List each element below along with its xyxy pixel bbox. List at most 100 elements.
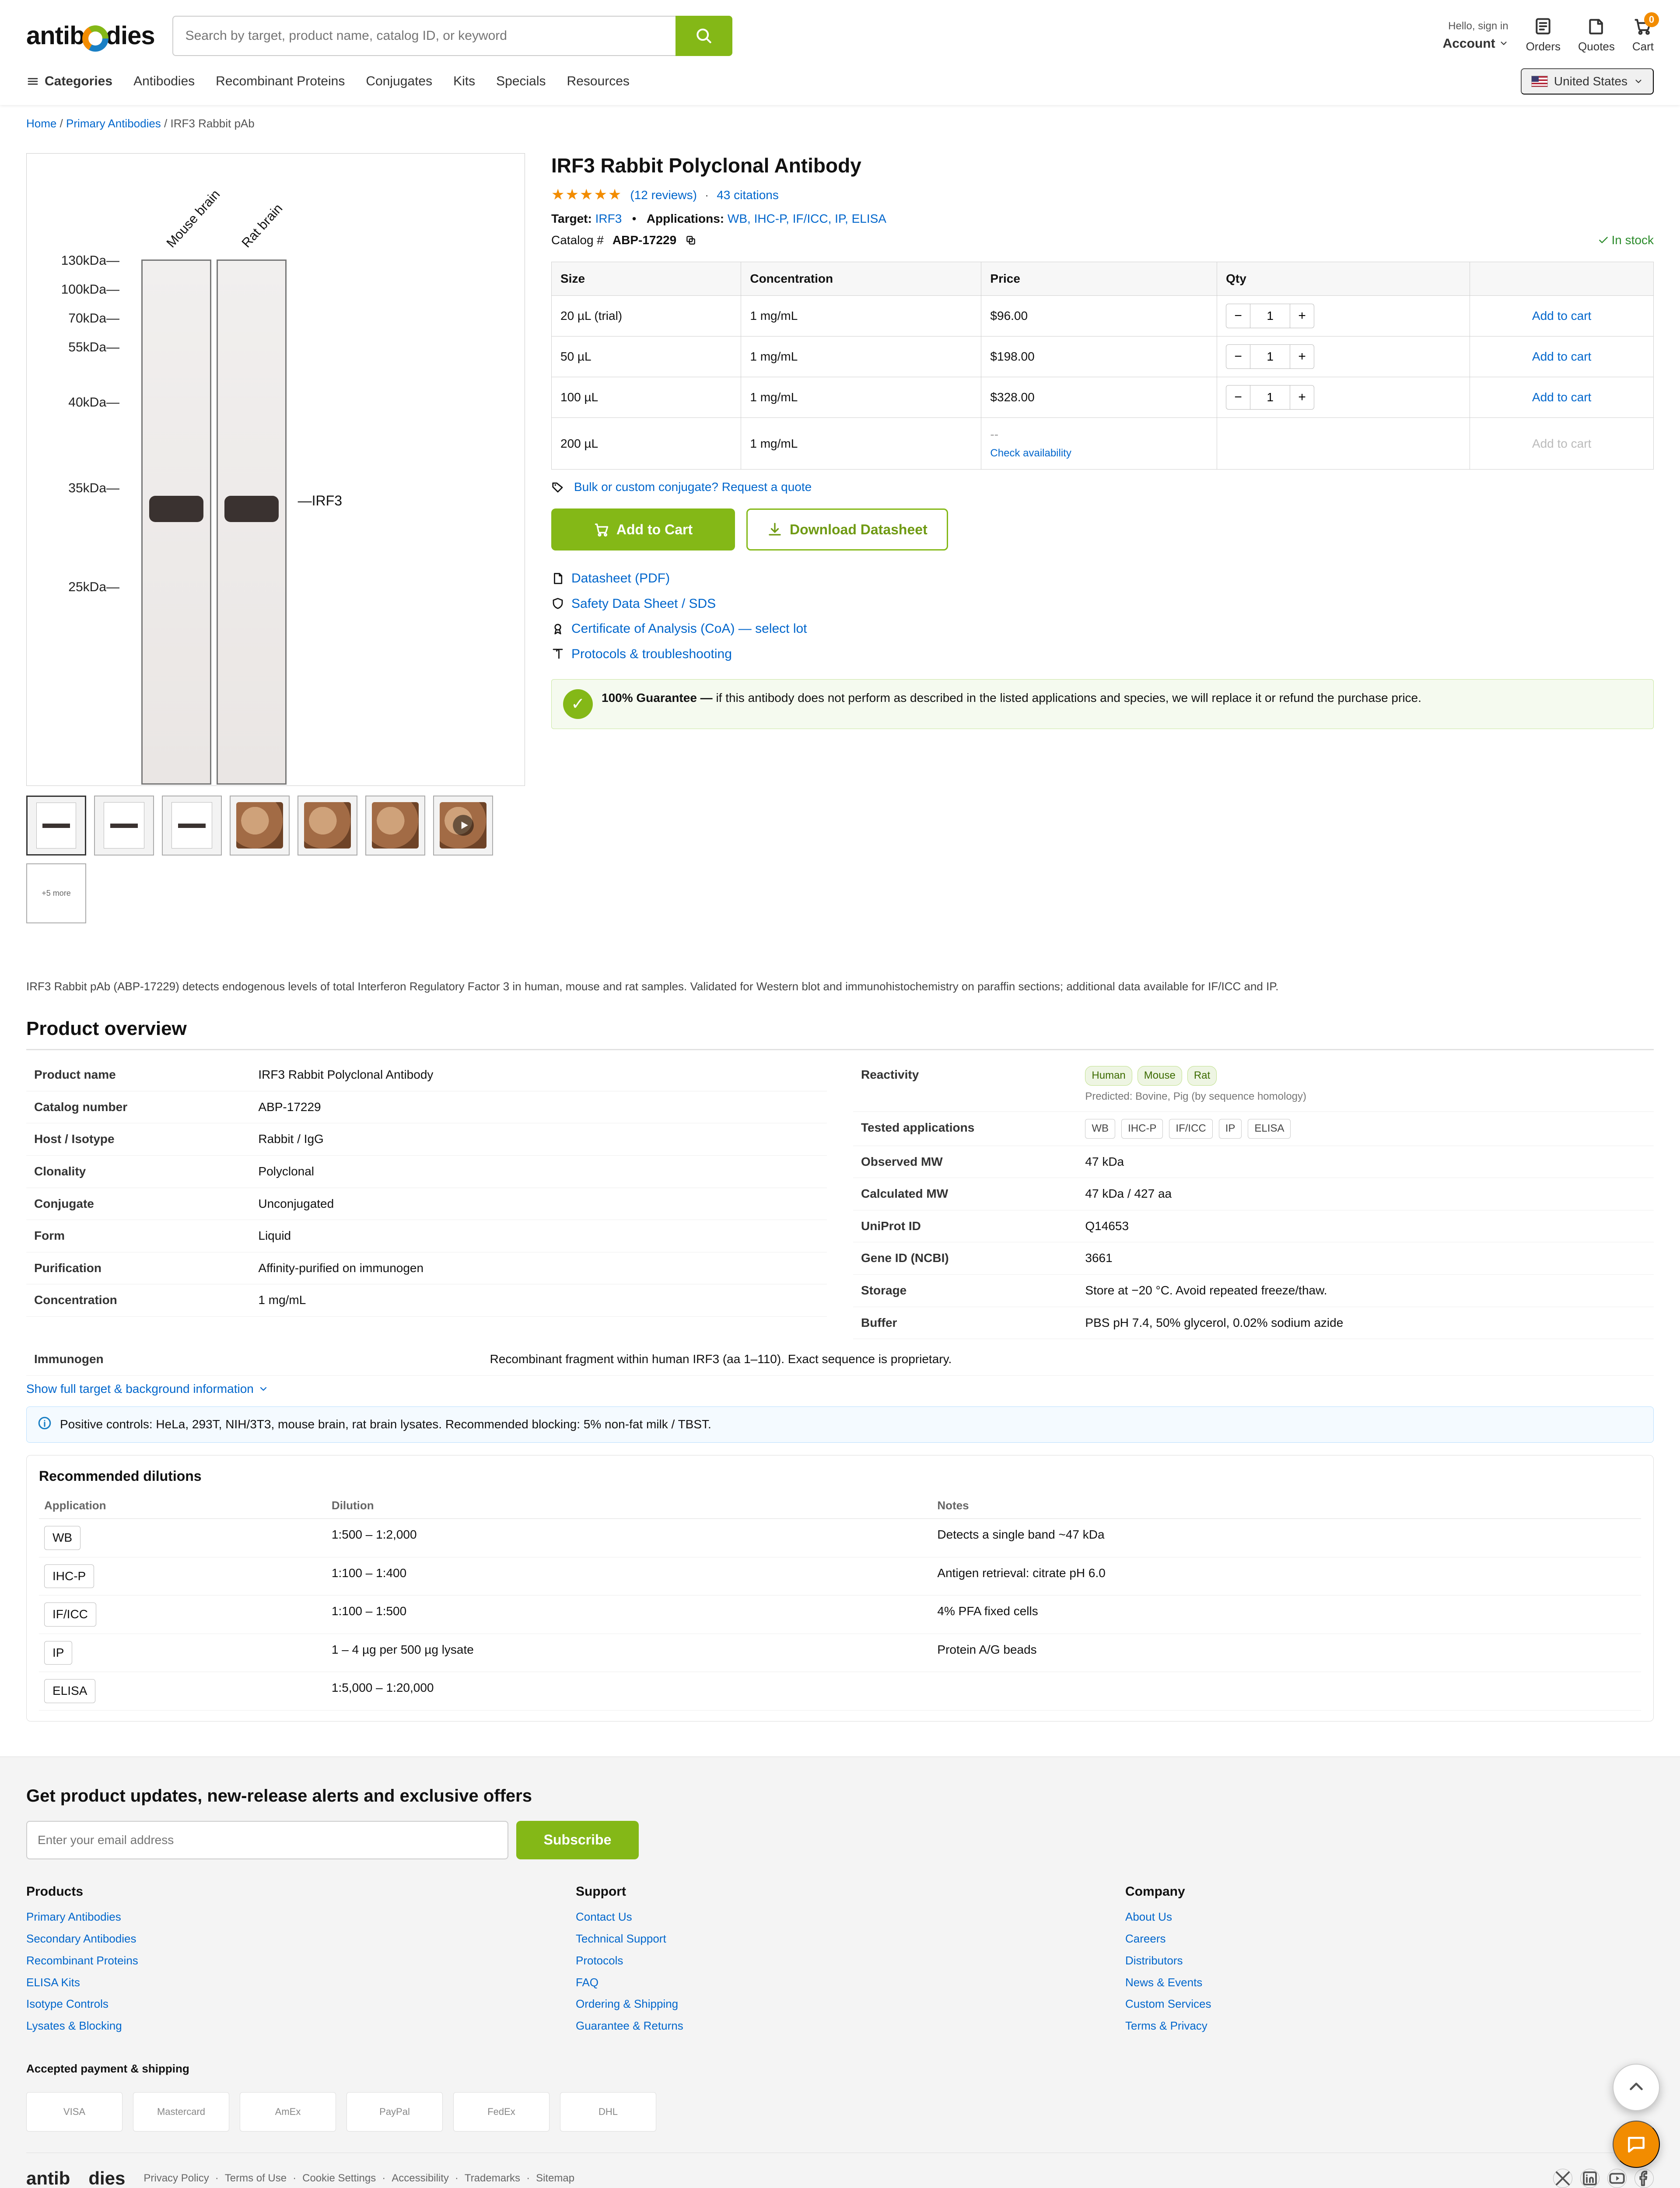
cart-link[interactable]: Cart 0	[1632, 17, 1654, 55]
doc-coa[interactable]: Certificate of Analysis (CoA) — select l…	[571, 619, 807, 638]
thumb-3[interactable]	[162, 796, 222, 856]
qty-increment[interactable]: +	[1290, 385, 1314, 410]
country-selector[interactable]: United States	[1521, 68, 1654, 95]
main-image[interactable]: 130kDa— 100kDa— 70kDa— 55kDa— 40kDa— 35k…	[26, 153, 525, 786]
bulk-quote-link[interactable]: Bulk or custom conjugate? Request a quot…	[574, 478, 812, 496]
orders-link[interactable]: Orders	[1526, 17, 1561, 55]
footer-link[interactable]: Isotype Controls	[26, 1997, 108, 2010]
site-logo[interactable]: antib dies	[26, 18, 155, 54]
doc-protocols[interactable]: Protocols & troubleshooting	[571, 645, 732, 664]
qty-decrement[interactable]: −	[1226, 344, 1250, 369]
reactivity-note: Predicted: Bovine, Pig (by sequence homo…	[1085, 1089, 1646, 1105]
cart-count-badge: 0	[1644, 12, 1659, 27]
qty-input[interactable]	[1250, 344, 1290, 369]
search-input[interactable]	[172, 16, 676, 56]
doc-datasheet[interactable]: Datasheet (PDF)	[571, 569, 670, 588]
citations-link[interactable]: 43 citations	[717, 186, 779, 204]
newsletter-email-input[interactable]	[26, 1821, 508, 1859]
chat-button[interactable]	[1613, 2121, 1660, 2168]
footer-link[interactable]: Secondary Antibodies	[26, 1932, 136, 1945]
app-badges: WBIHC-PIF/ICCIPELISA	[1085, 1119, 1646, 1139]
show-more-link[interactable]: Show full target & background informatio…	[26, 1380, 269, 1398]
qty-increment[interactable]: +	[1290, 304, 1314, 328]
target-link[interactable]: IRF3	[595, 212, 622, 225]
social-linkedin[interactable]	[1580, 2169, 1600, 2188]
mw-ladder: 130kDa— 100kDa— 70kDa— 55kDa— 40kDa— 35k…	[49, 246, 119, 602]
row-add-to-cart[interactable]: Add to cart	[1532, 309, 1591, 323]
account-signin-link[interactable]: Hello, sign in Account	[1443, 19, 1508, 53]
social-facebook[interactable]	[1634, 2169, 1654, 2188]
reco-notes	[932, 1672, 1641, 1711]
nav-resources[interactable]: Resources	[567, 72, 630, 91]
footer-link[interactable]: Guarantee & Returns	[576, 2019, 683, 2032]
nav-conjugates[interactable]: Conjugates	[366, 72, 432, 91]
qty-input[interactable]	[1250, 385, 1290, 410]
reco-dilution: 1:100 – 1:500	[326, 1595, 932, 1634]
legal-link[interactable]: Terms of Use	[225, 2172, 287, 2184]
check-availability-link[interactable]: Check availability	[990, 447, 1071, 459]
thumb-4[interactable]	[230, 796, 290, 856]
footer-link[interactable]: About Us	[1125, 1910, 1172, 1923]
subscribe-button[interactable]: Subscribe	[516, 1821, 639, 1859]
add-to-cart-button[interactable]: Add to Cart	[551, 508, 735, 551]
footer-link[interactable]: Lysates & Blocking	[26, 2019, 122, 2032]
footer-link[interactable]: Technical Support	[576, 1932, 666, 1945]
row-add-to-cart[interactable]: Add to cart	[1532, 350, 1591, 363]
footer-link[interactable]: FAQ	[576, 1976, 598, 1989]
social-twitter[interactable]	[1553, 2169, 1572, 2188]
footer-link[interactable]: News & Events	[1125, 1976, 1202, 1989]
search-button[interactable]	[676, 16, 732, 56]
info-value: PBS pH 7.4, 50% glycerol, 0.02% sodium a…	[1077, 1307, 1654, 1339]
breadcrumb-category[interactable]: Primary Antibodies	[66, 117, 161, 130]
thumb-more[interactable]: +5 more	[26, 863, 86, 923]
nav-proteins[interactable]: Recombinant Proteins	[216, 72, 345, 91]
footer-link[interactable]: Careers	[1125, 1932, 1166, 1945]
nav-specials[interactable]: Specials	[496, 72, 546, 91]
qty-increment[interactable]: +	[1290, 344, 1314, 369]
qty-stepper: −+	[1226, 304, 1314, 328]
footer-link[interactable]: ELISA Kits	[26, 1976, 80, 1989]
info-table-left: Product nameIRF3 Rabbit Polyclonal Antib…	[26, 1059, 827, 1317]
row-add-to-cart[interactable]: Add to cart	[1532, 390, 1591, 404]
nav-categories[interactable]: Categories	[26, 72, 112, 91]
reviews-link[interactable]: (12 reviews)	[630, 186, 696, 204]
thumb-video[interactable]	[433, 796, 493, 856]
breadcrumb-current: IRF3 Rabbit pAb	[171, 117, 255, 130]
legal-link[interactable]: Trademarks	[465, 2172, 520, 2184]
nav-antibodies[interactable]: Antibodies	[133, 72, 195, 91]
back-to-top-button[interactable]	[1613, 2064, 1660, 2111]
qty-input[interactable]	[1250, 304, 1290, 328]
footer-link[interactable]: Terms & Privacy	[1125, 2019, 1208, 2032]
footer-link[interactable]: Recombinant Proteins	[26, 1954, 138, 1967]
footer-link[interactable]: Contact Us	[576, 1910, 632, 1923]
legal-link[interactable]: Cookie Settings	[302, 2172, 376, 2184]
thumb-6[interactable]	[365, 796, 425, 856]
thumb-2[interactable]	[94, 796, 154, 856]
footer-link[interactable]: Distributors	[1125, 1954, 1183, 1967]
footer-link[interactable]: Custom Services	[1125, 1997, 1211, 2010]
legal-link[interactable]: Privacy Policy	[144, 2172, 209, 2184]
variant-qty-cell	[1217, 418, 1470, 470]
breadcrumb-home[interactable]: Home	[26, 117, 56, 130]
nav-kits[interactable]: Kits	[453, 72, 475, 91]
hamburger-icon	[26, 75, 39, 88]
thumb-5[interactable]	[298, 796, 357, 856]
nav-categories-label: Categories	[45, 72, 112, 91]
info-value: 47 kDa / 427 aa	[1077, 1178, 1654, 1210]
thumb-1[interactable]	[26, 796, 86, 856]
qty-decrement[interactable]: −	[1226, 304, 1250, 328]
footer-link[interactable]: Ordering & Shipping	[576, 1997, 678, 2010]
quotes-link[interactable]: Quotes	[1578, 17, 1615, 55]
bulk-quote-row: Bulk or custom conjugate? Request a quot…	[551, 478, 1654, 496]
copy-icon[interactable]	[685, 235, 696, 246]
social-youtube[interactable]	[1607, 2169, 1627, 2188]
footer-link[interactable]: Primary Antibodies	[26, 1910, 121, 1923]
download-datasheet-button[interactable]: Download Datasheet	[746, 508, 948, 551]
legal-link[interactable]: Accessibility	[392, 2172, 449, 2184]
qty-decrement[interactable]: −	[1226, 385, 1250, 410]
footer-link[interactable]: Protocols	[576, 1954, 623, 1967]
doc-sds[interactable]: Safety Data Sheet / SDS	[571, 594, 716, 614]
apps-link[interactable]: WB, IHC-P, IF/ICC, IP, ELISA	[728, 212, 886, 225]
reactivity-badge: Human	[1085, 1066, 1132, 1086]
legal-link[interactable]: Sitemap	[536, 2172, 574, 2184]
